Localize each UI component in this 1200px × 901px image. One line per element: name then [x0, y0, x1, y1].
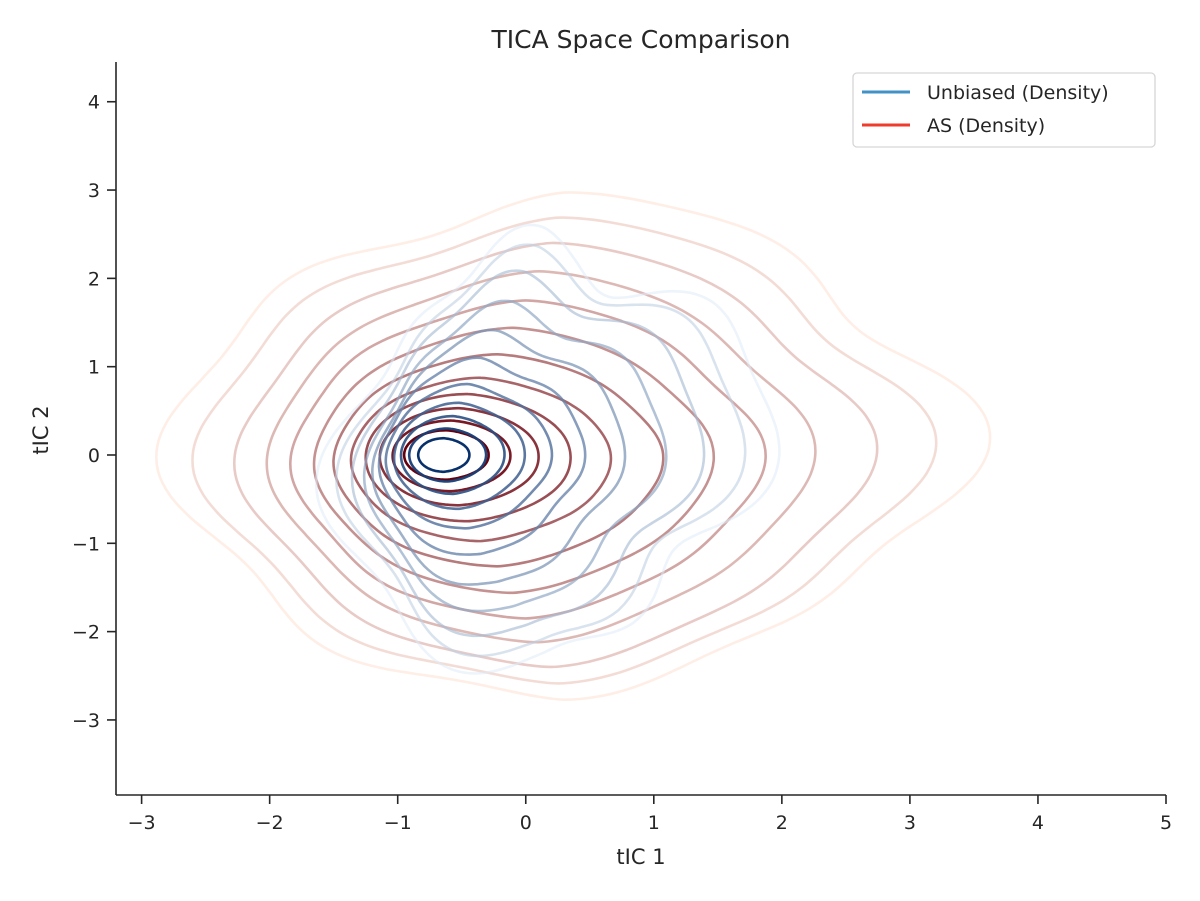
unbiased-density-contour: [399, 414, 506, 496]
contour-layer: [155, 191, 992, 702]
x-tick-label: 5: [1160, 812, 1172, 834]
x-tick-label: 2: [776, 812, 788, 834]
plot-area: [155, 191, 992, 702]
unbiased-density-contour: [392, 401, 527, 511]
legend-frame: [852, 72, 1156, 148]
as-density-contour: [349, 376, 613, 543]
unbiased-density-contour: [362, 299, 668, 613]
unbiased-density-contour: [335, 243, 747, 658]
x-tick-label: 1: [648, 812, 660, 834]
legend: Unbiased (Density) AS (Density): [852, 72, 1156, 148]
unbiased-density-contour: [384, 382, 554, 530]
x-tick-label: 0: [520, 812, 532, 834]
y-tick-label: 4: [88, 92, 100, 114]
as-density-contour: [155, 191, 992, 702]
y-tick-label: −1: [72, 533, 100, 555]
y-axis-label: tIC 2: [29, 405, 53, 454]
as-density-contour: [265, 269, 817, 644]
x-tick-label: 4: [1032, 812, 1044, 834]
unbiased-density-contour: [416, 436, 471, 474]
as-density-contour: [232, 241, 879, 669]
y-tick-label: 3: [88, 180, 100, 202]
unbiased-density-contour: [371, 328, 627, 586]
y-tick-label: −2: [72, 622, 100, 644]
x-tick-label: −2: [256, 812, 284, 834]
as-density-contour: [312, 326, 716, 595]
y-axis-ticks: −3 −2 −1 0 1 2 3 4: [72, 92, 116, 732]
x-axis-label: tIC 1: [616, 845, 665, 869]
y-tick-label: 0: [88, 445, 100, 467]
legend-label-as: AS (Density): [927, 115, 1045, 137]
unbiased-density-contour: [350, 269, 706, 638]
as-density-contour: [332, 352, 665, 568]
legend-label-unbiased: Unbiased (Density): [927, 82, 1109, 104]
x-tick-label: −3: [128, 812, 156, 834]
as-density-contour: [289, 299, 767, 620]
chart-title: TICA Space Comparison: [491, 25, 791, 54]
y-tick-label: 2: [88, 268, 100, 290]
unbiased-density-contour: [314, 223, 781, 675]
x-tick-label: −1: [384, 812, 412, 834]
x-axis-ticks: −3 −2 −1 0 1 2 3 4 5: [128, 795, 1172, 834]
as-density-contour: [191, 216, 938, 685]
y-tick-label: 1: [88, 357, 100, 379]
y-tick-label: −3: [72, 710, 100, 732]
unbiased-density-contour: [407, 427, 488, 483]
unbiased-density-contour: [377, 356, 587, 556]
x-tick-label: 3: [904, 812, 916, 834]
